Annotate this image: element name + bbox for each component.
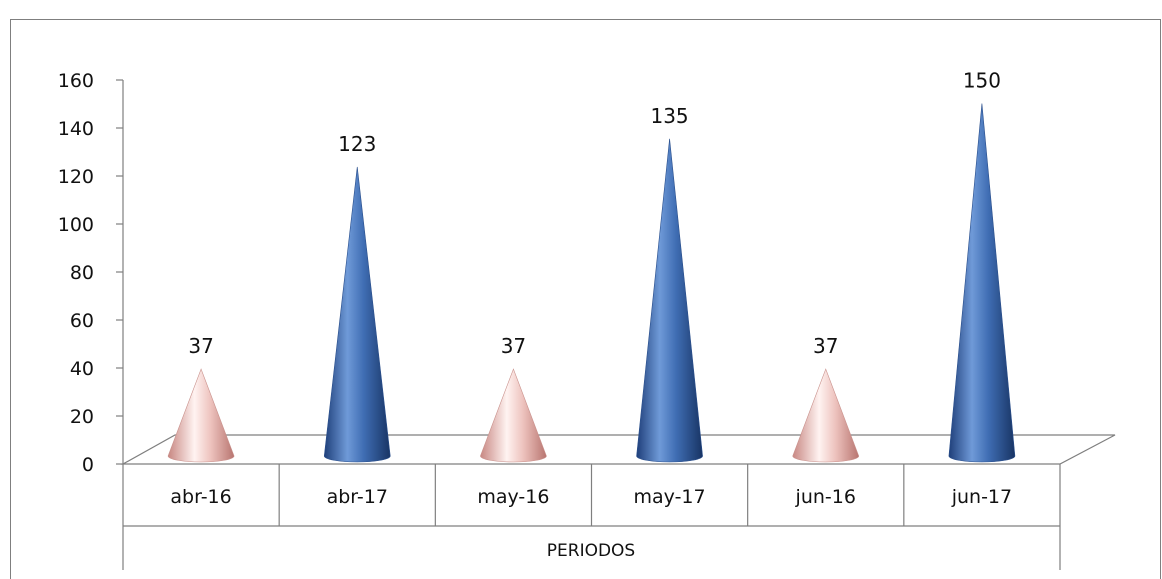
category-label: jun-16 bbox=[795, 486, 856, 508]
y-tick-label: 140 bbox=[58, 118, 94, 140]
y-tick-label: 40 bbox=[70, 358, 94, 380]
x-axis-title: PERIODOS bbox=[547, 541, 635, 561]
category-label: jun-17 bbox=[951, 486, 1012, 508]
data-label: 150 bbox=[963, 69, 1001, 93]
y-tick-label: 20 bbox=[70, 406, 94, 428]
chart-border bbox=[10, 19, 1161, 579]
cone-jun-17 bbox=[948, 103, 1016, 463]
cone-jun-16 bbox=[792, 368, 860, 463]
y-tick-label: 100 bbox=[58, 214, 94, 236]
category-label: may-17 bbox=[634, 486, 706, 508]
data-label: 123 bbox=[338, 132, 376, 156]
category-label: abr-17 bbox=[327, 486, 388, 508]
cone-may-16 bbox=[480, 368, 547, 463]
cone-abr-16 bbox=[167, 368, 235, 463]
y-tick-label: 80 bbox=[70, 262, 94, 284]
category-label: may-16 bbox=[477, 486, 549, 508]
data-label: 135 bbox=[650, 104, 688, 128]
cone-may-17 bbox=[636, 138, 703, 463]
y-tick-label: 60 bbox=[70, 310, 94, 332]
cone-abr-17 bbox=[323, 166, 391, 463]
data-label: 37 bbox=[188, 334, 213, 358]
data-label: 37 bbox=[501, 334, 526, 358]
category-label: abr-16 bbox=[170, 486, 231, 508]
y-tick-label: 120 bbox=[58, 166, 94, 188]
data-label: 37 bbox=[813, 334, 838, 358]
y-tick-label: 0 bbox=[82, 454, 94, 476]
y-tick-label: 160 bbox=[58, 70, 94, 92]
